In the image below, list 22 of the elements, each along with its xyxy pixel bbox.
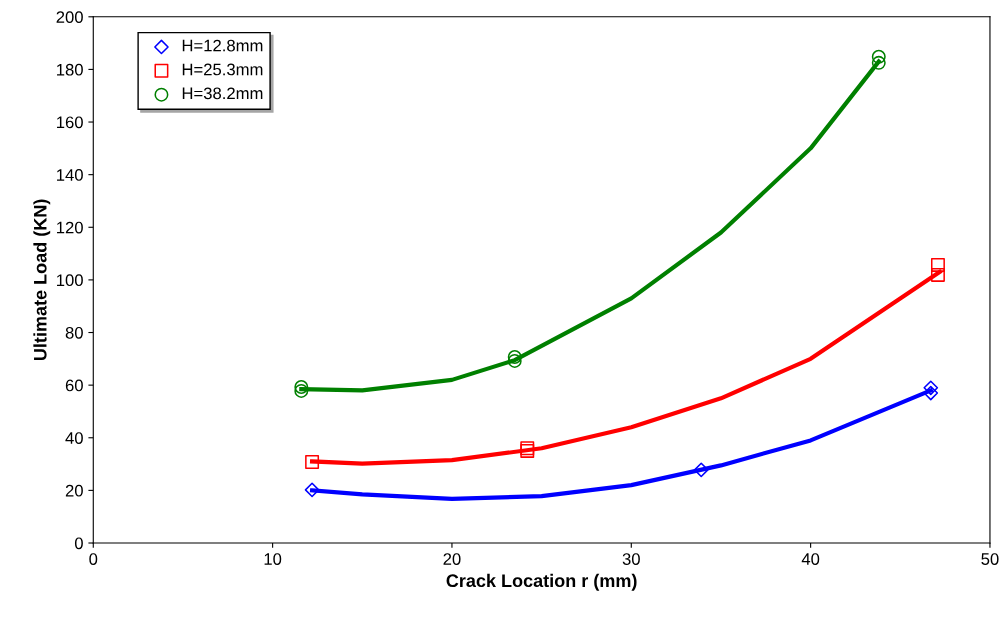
y-tick-label: 160 (57, 116, 83, 129)
x-tick-label: 10 (264, 553, 282, 565)
x-tick-label: 0 (89, 553, 98, 565)
y-tick-label: 200 (56, 11, 83, 23)
x-tick-label: 50 (981, 553, 999, 565)
y-tick-label: 120 (57, 221, 83, 234)
x-tick-label: 30 (622, 553, 640, 565)
legend-label: H=25.3mm (182, 63, 263, 76)
legend-label: H=38.2mm (182, 87, 263, 100)
y-tick-label: 140 (57, 169, 83, 181)
y-tick-label: 100 (57, 274, 83, 287)
y-axis-title: Ultimate Load (KN) (33, 199, 51, 361)
legend-label: H=12.8mm (182, 39, 263, 52)
y-tick-label: 40 (65, 432, 83, 444)
y-tick-label: 80 (65, 326, 83, 339)
x-tick-label: 40 (801, 553, 820, 565)
y-tick-label: 60 (65, 379, 83, 392)
x-tick-label: 20 (443, 553, 461, 565)
y-tick-label: 0 (74, 537, 83, 550)
y-tick-label: 180 (57, 63, 83, 76)
y-tick-label: 20 (65, 484, 83, 497)
x-axis-title: Crack Location r (mm) (446, 573, 637, 591)
